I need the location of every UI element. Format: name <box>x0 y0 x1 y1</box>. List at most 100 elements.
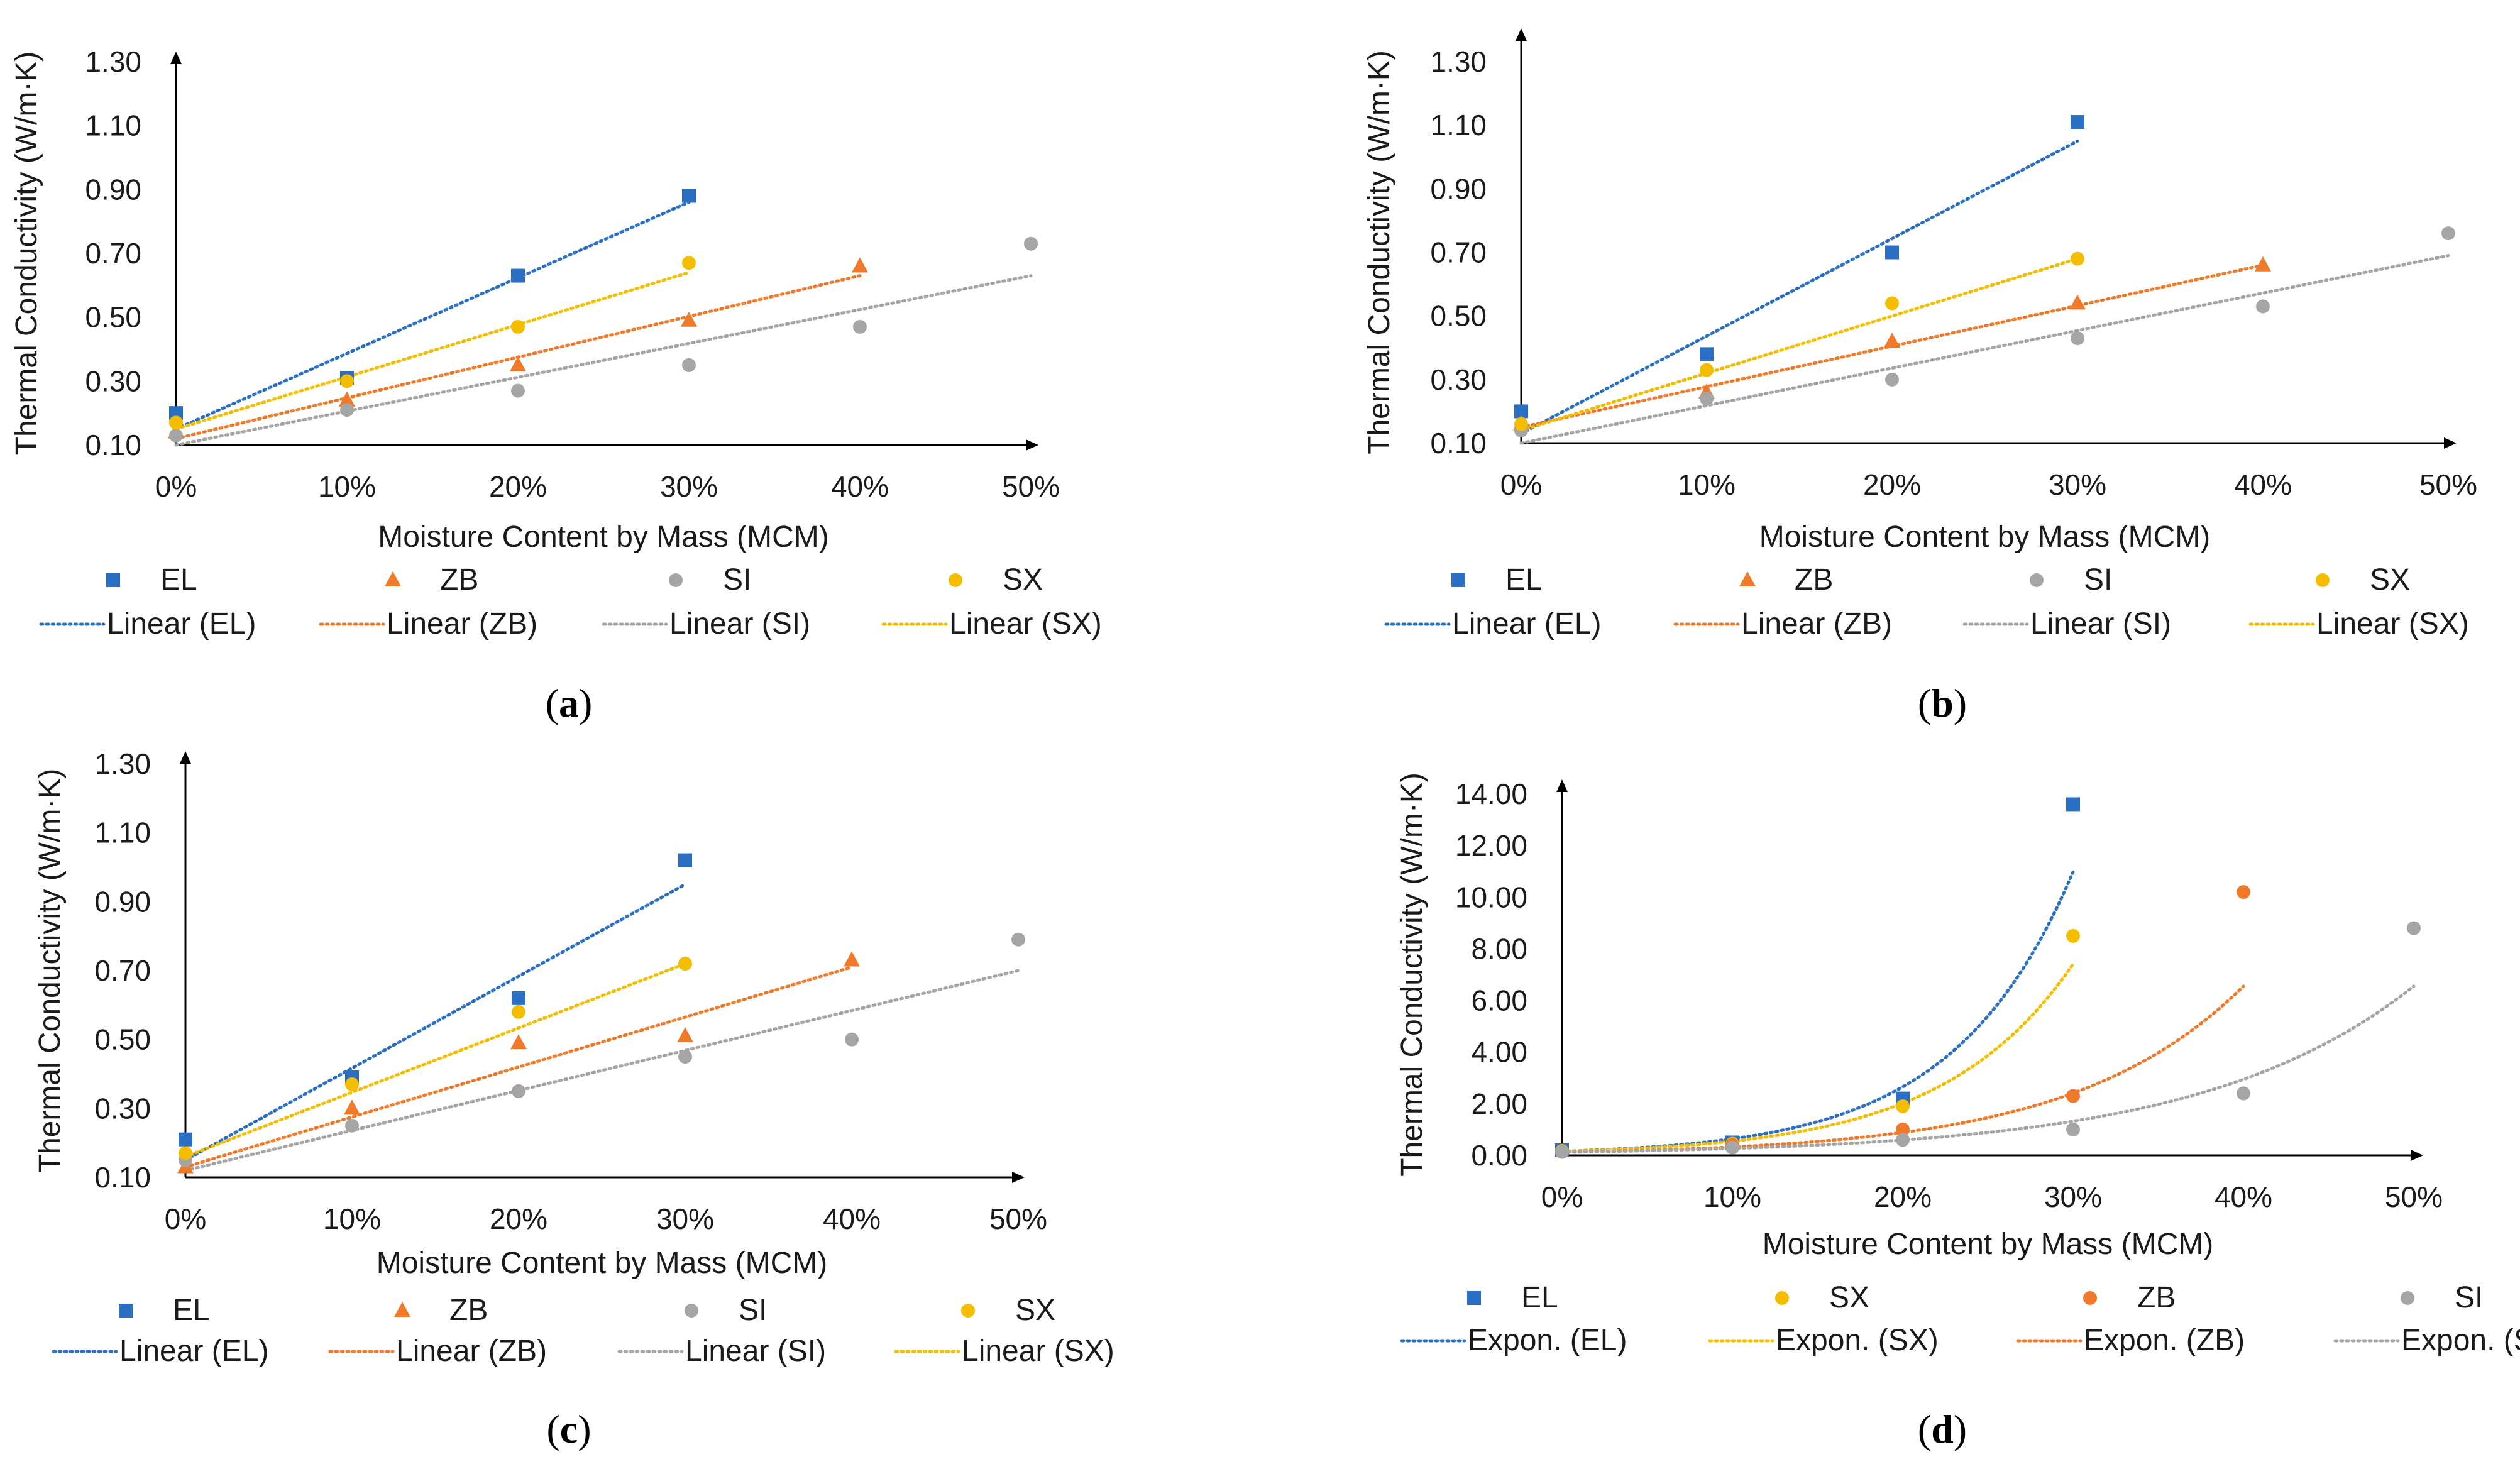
legend-label-zb: ZB <box>449 1294 488 1327</box>
data-point-zb <box>1884 333 1900 348</box>
legend-label-si: SI <box>2084 563 2112 597</box>
trendline-si <box>1560 984 2416 1154</box>
y-tick-label: 1.10 <box>94 817 151 849</box>
data-point-sx <box>169 415 183 430</box>
legend-label-zb: ZB <box>2137 1281 2176 1314</box>
y-tick-label: 0.30 <box>94 1092 151 1125</box>
legend-marker-el <box>119 1304 133 1318</box>
legend-label-el: EL <box>1521 1281 1558 1314</box>
y-tick-label: 1.30 <box>94 747 151 780</box>
trendline-si <box>174 274 1033 447</box>
x-tick-label: 20% <box>489 470 547 503</box>
data-point-si <box>2066 1122 2080 1136</box>
legend-trend-label-sx: Linear (SX) <box>962 1334 1114 1368</box>
data-point-si <box>1011 932 1025 947</box>
legend-marker-sx <box>961 1304 975 1318</box>
x-axis-label: Moisture Content by Mass (MCM) <box>377 1246 828 1280</box>
y-axis-label: Thermal Conductivity (W/m·K) <box>10 52 43 456</box>
y-tick-label: 10.00 <box>1455 881 1527 913</box>
legend-marker-zb <box>2083 1291 2097 1305</box>
data-point-si <box>853 319 867 334</box>
x-tick-label: 50% <box>2419 468 2477 501</box>
x-axis-arrow <box>2444 437 2457 449</box>
data-point-sx <box>1885 296 1899 311</box>
legend-label-si: SI <box>723 563 751 597</box>
y-axis-arrow <box>1516 28 1527 41</box>
legend-label-sx: SX <box>2370 563 2410 597</box>
y-axis-arrow <box>180 751 191 764</box>
trendline-sx <box>1519 257 2079 432</box>
trendline-zb <box>184 966 854 1169</box>
y-tick-label: 12.00 <box>1455 829 1527 862</box>
legend-trend-label-el: Linear (EL) <box>107 607 256 641</box>
y-tick-label: 6.00 <box>1471 984 1527 1017</box>
data-point-el <box>1514 404 1528 419</box>
legend-label-sx: SX <box>1003 563 1043 597</box>
data-point-si <box>511 383 525 398</box>
legend-marker-si <box>669 573 683 587</box>
y-tick-label: 1.30 <box>1430 45 1487 78</box>
data-point-zb <box>2255 256 2271 272</box>
legend-label-sx: SX <box>1015 1294 1055 1327</box>
legend-trend-label-zb: Expon. (ZB) <box>2084 1324 2245 1357</box>
data-point-si <box>845 1032 859 1047</box>
data-point-si <box>2071 331 2084 346</box>
data-point-sx <box>179 1146 192 1160</box>
legend-marker-sx <box>1775 1291 1789 1305</box>
legend-trend-label-el: Linear (EL) <box>119 1334 268 1368</box>
data-point-si <box>2237 1086 2250 1101</box>
legend-label-sx: SX <box>1829 1281 1869 1314</box>
x-tick-label: 30% <box>656 1202 714 1235</box>
y-tick-label: 0.30 <box>1430 363 1487 396</box>
data-point-si <box>1555 1145 1569 1159</box>
x-tick-label: 40% <box>831 470 889 503</box>
y-tick-label: 0.50 <box>85 301 141 334</box>
data-point-si <box>512 1084 525 1098</box>
y-tick-label: 1.10 <box>85 109 141 142</box>
panel-label-a: (a) <box>546 681 593 725</box>
legend-label-el: EL <box>160 563 197 597</box>
data-point-zb <box>681 311 697 327</box>
x-tick-label: 20% <box>1874 1180 1932 1213</box>
x-axis-label: Moisture Content by Mass (MCM) <box>378 520 829 554</box>
legend-marker-el <box>1467 1291 1481 1305</box>
trendline-el <box>184 883 687 1162</box>
trendline-sx <box>1560 962 2075 1153</box>
x-tick-label: 20% <box>1863 468 1921 501</box>
data-point-si <box>169 428 183 443</box>
data-point-zb <box>2066 1089 2080 1103</box>
legend-trend-label-sx: Linear (SX) <box>2316 607 2469 641</box>
legend-label-si: SI <box>2455 1281 2483 1314</box>
data-point-si <box>1700 392 1714 406</box>
y-tick-label: 0.30 <box>85 365 141 397</box>
data-point-zb <box>844 951 860 967</box>
chart-panel-b: 0.10 0.30 0.50 0.70 0.90 1.10 1.30 0% 10% 20% 30% 4… <box>1363 28 2477 641</box>
legend-trend-label-zb: Linear (ZB) <box>387 607 537 641</box>
y-tick-label: 8.00 <box>1471 932 1527 965</box>
data-point-sx <box>340 374 354 388</box>
legend-label-zb: ZB <box>440 563 478 597</box>
x-axis-label: Moisture Content by Mass (MCM) <box>1763 1228 2214 1261</box>
legend-marker-zb <box>1739 571 1756 586</box>
data-point-si <box>2256 299 2270 314</box>
y-tick-label: 0.10 <box>1430 427 1487 459</box>
x-tick-label: 10% <box>318 470 376 503</box>
x-tick-label: 40% <box>2234 468 2292 501</box>
x-axis-arrow <box>1012 1172 1025 1183</box>
legend-marker-sx <box>2316 573 2330 587</box>
y-tick-label: 4.00 <box>1471 1036 1527 1069</box>
x-axis-arrow <box>2411 1150 2423 1161</box>
y-tick-label: 14.00 <box>1455 778 1527 810</box>
data-point-el <box>512 991 525 1005</box>
data-point-si <box>682 358 696 372</box>
x-tick-label: 0% <box>155 470 197 503</box>
data-point-zb <box>2069 294 2086 310</box>
legend-trend-label-si: Linear (SI) <box>669 607 810 641</box>
x-axis-label: Moisture Content by Mass (MCM) <box>1759 520 2211 554</box>
y-tick-label: 1.10 <box>1430 109 1487 141</box>
legend-marker-si <box>2401 1291 2414 1305</box>
legend-label-zb: ZB <box>1795 563 1833 597</box>
legend-trend-label-sx: Expon. (SX) <box>1776 1324 1939 1357</box>
x-tick-label: 10% <box>1703 1180 1761 1213</box>
data-point-si <box>2407 921 2421 935</box>
